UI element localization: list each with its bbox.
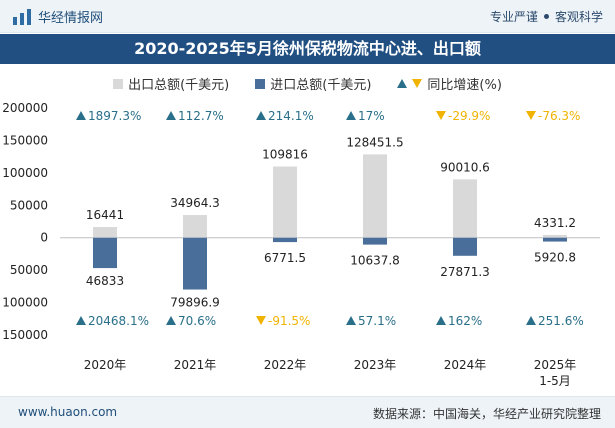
chart-legend: 出口总额(千美元) 进口总额(千美元) 同比增速(%) [0,74,615,93]
tagline: 专业严谨 客观科学 [490,8,603,25]
growth-down-marker [526,111,536,120]
brand-logo: 华经情报网 [12,7,103,26]
x-tick-label: 2023年 [354,358,397,372]
legend-export-swatch [113,78,124,89]
export-bar [273,166,297,238]
y-tick-label: 50000 [10,263,48,277]
footer-source: 数据来源：中国海关，华经产业研究院整理 [372,407,601,421]
import-growth-label: 162% [448,314,482,328]
x-tick-label: 2025年 [534,358,577,372]
export-growth-label: 112.7% [178,109,224,123]
x-tick-label: 2022年 [264,358,307,372]
y-tick-label: 100000 [2,166,48,180]
export-bar [363,154,387,238]
growth-up-marker [166,111,176,120]
import-growth-label: -91.5% [268,314,310,328]
export-value-label: 16441 [86,208,124,222]
triangle-up-icon [397,79,408,88]
import-value-label: 6771.5 [264,251,306,265]
export-growth-label: -76.3% [538,109,580,123]
footer: www.huaon.com 数据来源：中国海关，华经产业研究院整理 [0,396,615,428]
export-value-label: 90010.6 [440,160,490,174]
y-tick-label: 100000 [2,296,48,310]
legend-export: 出口总额(千美元) [113,74,229,93]
legend-export-label: 出口总额(千美元) [128,78,230,93]
export-value-label: 109816 [262,147,308,161]
growth-down-marker [436,111,446,120]
tagline-left: 专业严谨 [489,10,538,24]
footer-site: www.huaon.com [18,405,118,419]
tagline-right: 客观科学 [554,10,603,24]
brand-name: 华经情报网 [38,11,104,26]
import-bar [543,237,567,242]
growth-up-marker [346,316,356,325]
legend-import-swatch [255,78,266,89]
growth-up-marker [346,111,356,120]
import-value-label: 79896.9 [170,296,220,310]
growth-up-marker [436,316,446,325]
x-tick-label: 1-5月 [539,374,571,388]
import-bar [93,237,117,269]
growth-up-marker [76,111,86,120]
growth-up-marker [166,316,176,325]
export-value-label: 34964.3 [170,196,220,210]
top-banner: 华经情报网 专业严谨 客观科学 [0,0,615,33]
y-tick-label: 150000 [2,133,48,147]
import-bar [453,237,477,256]
y-tick-label: 0 [40,231,48,245]
export-growth-label: 1897.3% [88,109,141,123]
y-tick-label: 200000 [2,101,48,115]
legend-growth: 同比增速(%) [397,74,502,93]
import-value-label: 10637.8 [350,254,400,268]
growth-up-marker [526,316,536,325]
y-tick-label: 150000 [2,328,48,342]
import-bar [183,237,207,290]
import-value-label: 5920.8 [534,251,576,265]
triangle-down-icon [412,79,423,88]
export-bar [453,179,477,238]
import-value-label: 46833 [86,274,124,288]
growth-up-marker [256,111,266,120]
export-bar [543,234,567,238]
export-growth-label: 214.1% [268,109,314,123]
x-tick-label: 2020年 [84,358,127,372]
import-value-label: 27871.3 [440,265,490,279]
import-growth-label: 70.6% [178,314,216,328]
growth-up-marker [76,316,86,325]
export-growth-label: -29.9% [448,109,490,123]
export-bar [93,227,117,238]
export-value-label: 4331.2 [534,216,576,230]
tagline-dot [543,14,549,19]
legend-import-label: 进口总额(千美元) [270,78,372,93]
export-growth-label: 17% [358,109,385,123]
growth-down-marker [256,316,266,325]
legend-import: 进口总额(千美元) [255,74,371,93]
import-growth-label: 57.1% [358,314,396,328]
legend-growth-label: 同比增速(%) [427,78,502,93]
x-tick-label: 2024年 [444,358,487,372]
export-bar [183,215,207,238]
y-tick-label: 50000 [10,198,48,212]
import-growth-label: 20468.1% [88,314,149,328]
x-tick-label: 2021年 [174,358,217,372]
chart-title: 2020-2025年5月徐州保税物流中心进、出口额 [0,34,615,64]
import-growth-label: 251.6% [538,314,584,328]
import-bar [363,237,387,245]
brand-logo-icon [13,8,31,25]
export-value-label: 128451.5 [346,135,403,149]
import-bar [273,237,297,243]
